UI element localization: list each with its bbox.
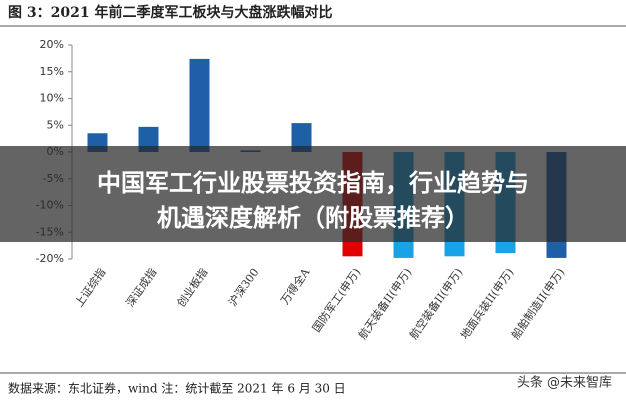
y-tick-label: 10% [40, 92, 64, 105]
x-tick-label: 沪深300 [225, 265, 261, 308]
y-tick-label: 5% [47, 118, 64, 131]
x-tick-label: 深证成指 [123, 265, 160, 309]
x-tick-label: 船舶制造II(申万) [508, 265, 567, 341]
x-tick-label: 航空装备II(申万) [406, 265, 465, 341]
x-tick-label: 上证综指 [72, 265, 109, 309]
banner-bg [0, 146, 626, 242]
x-tick-label: 航天装备II(申万) [355, 265, 414, 341]
watermark: 头条 @未来智库 [517, 375, 612, 391]
x-tick-label: 创业板指 [174, 265, 211, 309]
bar [291, 123, 312, 152]
x-tick-label: 地面兵装II(申万) [458, 266, 516, 342]
x-tick-label: 国防军工(申万) [309, 265, 363, 334]
y-tick-label: 20% [40, 38, 64, 51]
bar [138, 126, 159, 152]
y-tick-label: 15% [40, 65, 64, 78]
headline: 中国军工行业股票投资指南，行业趋势与 [97, 169, 529, 197]
source: 数据来源：东北证券，wind 注：统计截至 2021 年 6 月 30 日 [8, 381, 346, 396]
bar [189, 58, 210, 152]
chart-title: 图 3：2021 年前二季度军工板块与大盘涨跌幅对比 [8, 4, 332, 21]
x-tick-label: 万得全A [277, 265, 313, 307]
y-tick-label: -20% [36, 252, 64, 265]
headline: 机遇深度解析（附股票推荐） [157, 204, 469, 232]
